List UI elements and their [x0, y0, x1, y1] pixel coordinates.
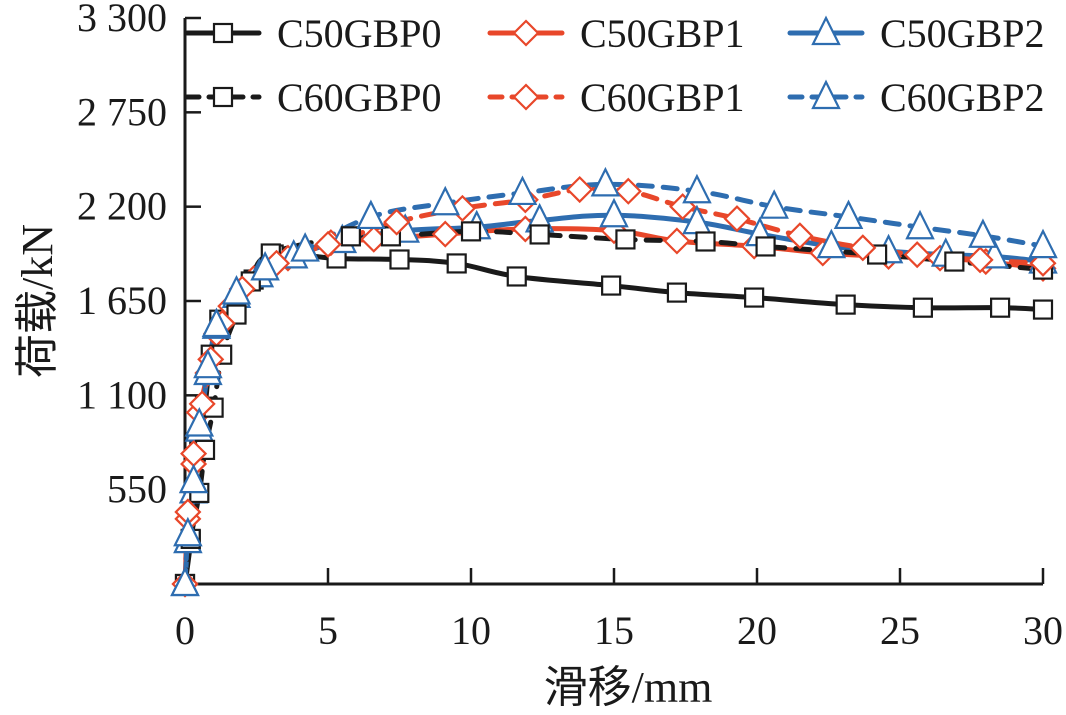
- y-tick-label: 1 650: [77, 278, 167, 323]
- data-point: [184, 407, 215, 437]
- data-point: [903, 241, 931, 269]
- series-layer: [170, 166, 1058, 598]
- data-point: [1028, 228, 1058, 259]
- data-point: [1032, 299, 1054, 320]
- data-point: [682, 173, 712, 204]
- series-C50GBP2: [182, 212, 1046, 587]
- axes: 0 5 10 15 20 25 30 550 1 100 1 650 2 200 2 750 3 30…: [77, 0, 1063, 653]
- x-tick-label: 25: [880, 608, 920, 653]
- markers-C50GBP0: [174, 244, 1054, 595]
- data-point: [178, 463, 209, 494]
- y-axis-title: 荷载/kN: [13, 224, 62, 378]
- data-point: [599, 197, 629, 228]
- data-point: [786, 222, 814, 250]
- data-point: [666, 282, 688, 303]
- legend-item: C60GBP0: [184, 75, 442, 120]
- data-point: [529, 224, 550, 245]
- data-point: [968, 218, 998, 248]
- data-point: [356, 199, 386, 230]
- data-point: [314, 230, 342, 258]
- markers-C60GBP0: [174, 221, 1054, 595]
- y-tick-label: 550: [107, 467, 167, 512]
- legend-item: C50GBP2: [787, 11, 1045, 56]
- data-point: [507, 175, 538, 206]
- data-point: [759, 189, 789, 219]
- data-point: [966, 246, 994, 274]
- x-tick-label: 20: [737, 608, 777, 653]
- data-point: [755, 236, 776, 257]
- legend-marker: [811, 15, 841, 46]
- legend-item: C50GBP0: [184, 11, 442, 56]
- series-line: [182, 212, 1046, 587]
- data-point: [601, 275, 622, 296]
- data-point: [590, 166, 621, 197]
- legend-marker: [811, 79, 841, 110]
- y-tick-label: 2 750: [77, 89, 167, 134]
- data-point: [506, 266, 527, 287]
- y-ticks: 550 1 100 1 650 2 200 2 750 3 300: [77, 0, 201, 512]
- legend-label: C60GBP0: [277, 75, 442, 120]
- data-point: [446, 253, 467, 274]
- x-ticks: 0 5 10 15 20 25 30: [175, 568, 1063, 653]
- y-tick-label: 2 200: [77, 184, 167, 229]
- legend-item: C60GBP2: [787, 75, 1045, 120]
- y-tick-label: 1 100: [77, 372, 167, 417]
- data-point: [615, 229, 636, 250]
- data-point: [193, 348, 223, 379]
- data-point: [170, 566, 200, 597]
- data-point: [944, 251, 965, 272]
- data-point: [695, 231, 716, 252]
- legend-label: C50GBP2: [880, 11, 1045, 56]
- legend-label: C60GBP2: [880, 75, 1045, 120]
- legend-marker: [212, 22, 234, 44]
- data-point: [290, 232, 320, 262]
- data-point: [905, 209, 935, 240]
- y-tick-label: 3 300: [77, 0, 167, 40]
- data-point: [744, 287, 765, 308]
- data-point: [389, 249, 410, 270]
- x-axis-title: 滑移/mm: [544, 663, 713, 712]
- legend-marker: [212, 86, 234, 108]
- x-tick-label: 10: [451, 608, 491, 653]
- legend-marker: [512, 83, 540, 111]
- data-point: [430, 185, 461, 216]
- data-point: [849, 234, 877, 262]
- x-tick-label: 5: [318, 608, 338, 653]
- data-point: [566, 175, 594, 204]
- data-point: [614, 177, 642, 205]
- data-point: [723, 205, 751, 233]
- legend-label: C60GBP1: [580, 75, 745, 120]
- legend-item: C50GBP1: [487, 11, 745, 56]
- data-point: [383, 208, 411, 236]
- data-point: [201, 307, 232, 338]
- data-point: [250, 250, 280, 281]
- x-tick-label: 0: [175, 608, 195, 653]
- x-tick-label: 30: [1023, 608, 1063, 653]
- markers-C50GBP1: [171, 215, 1057, 598]
- data-point: [833, 199, 864, 230]
- data-point: [226, 304, 247, 325]
- legend-marker: [512, 19, 540, 47]
- legend-item: C60GBP1: [487, 75, 745, 120]
- data-point: [221, 274, 252, 305]
- data-point: [431, 220, 459, 248]
- data-point: [460, 221, 482, 242]
- data-point: [989, 297, 1011, 318]
- legend: C50GBP0 C50GBP1 C50GBP2 C60GBP0 C60GBP1 C60GB…: [184, 11, 1045, 120]
- series-line: [182, 186, 1046, 587]
- data-point: [340, 226, 361, 247]
- data-point: [173, 516, 203, 547]
- data-point: [816, 228, 847, 259]
- legend-label: C50GBP1: [580, 11, 745, 56]
- legend-label: C50GBP0: [277, 11, 442, 56]
- data-point: [663, 227, 691, 255]
- data-point: [912, 297, 933, 318]
- x-tick-label: 15: [594, 608, 634, 653]
- series-C60GBP1: [182, 186, 1046, 587]
- data-point: [835, 294, 856, 315]
- markers-C60GBP2: [170, 166, 1058, 597]
